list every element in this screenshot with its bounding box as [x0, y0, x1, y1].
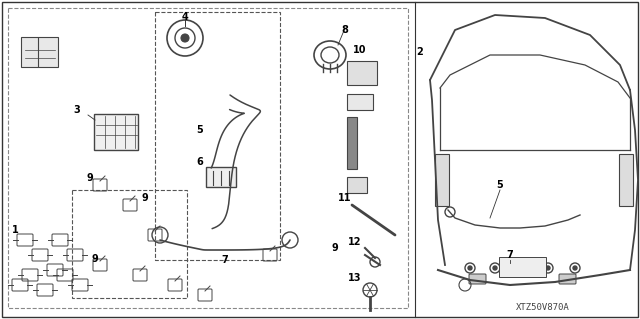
- Text: 9: 9: [92, 254, 99, 264]
- Circle shape: [518, 266, 522, 270]
- Text: 6: 6: [196, 157, 204, 167]
- Text: 10: 10: [353, 45, 367, 55]
- FancyBboxPatch shape: [499, 257, 546, 277]
- Text: 2: 2: [417, 47, 424, 57]
- FancyBboxPatch shape: [347, 94, 373, 110]
- FancyBboxPatch shape: [347, 177, 367, 193]
- Text: 7: 7: [221, 255, 228, 265]
- Circle shape: [181, 34, 189, 42]
- FancyBboxPatch shape: [206, 167, 236, 187]
- Circle shape: [573, 266, 577, 270]
- Text: 13: 13: [348, 273, 362, 283]
- Text: 5: 5: [196, 125, 204, 135]
- Bar: [72, 190, 187, 298]
- Text: 4: 4: [182, 12, 188, 22]
- Bar: [8, 8, 408, 308]
- FancyBboxPatch shape: [435, 154, 449, 206]
- FancyBboxPatch shape: [94, 114, 138, 150]
- FancyBboxPatch shape: [347, 61, 377, 85]
- Text: XTZ50V870A: XTZ50V870A: [516, 303, 570, 313]
- Text: 9: 9: [332, 243, 339, 253]
- Circle shape: [468, 266, 472, 270]
- Text: 3: 3: [74, 105, 81, 115]
- Text: 9: 9: [141, 193, 148, 203]
- Text: 8: 8: [342, 25, 348, 35]
- Text: 7: 7: [507, 250, 513, 260]
- Circle shape: [546, 266, 550, 270]
- FancyBboxPatch shape: [559, 274, 576, 284]
- Text: 1: 1: [12, 225, 19, 235]
- Text: 5: 5: [497, 180, 504, 190]
- FancyBboxPatch shape: [21, 37, 58, 67]
- FancyBboxPatch shape: [619, 154, 633, 206]
- Bar: [155, 12, 280, 260]
- FancyBboxPatch shape: [469, 274, 486, 284]
- Text: 12: 12: [348, 237, 362, 247]
- Circle shape: [493, 266, 497, 270]
- FancyBboxPatch shape: [347, 117, 357, 169]
- Text: 9: 9: [86, 173, 93, 183]
- Text: 11: 11: [339, 193, 352, 203]
